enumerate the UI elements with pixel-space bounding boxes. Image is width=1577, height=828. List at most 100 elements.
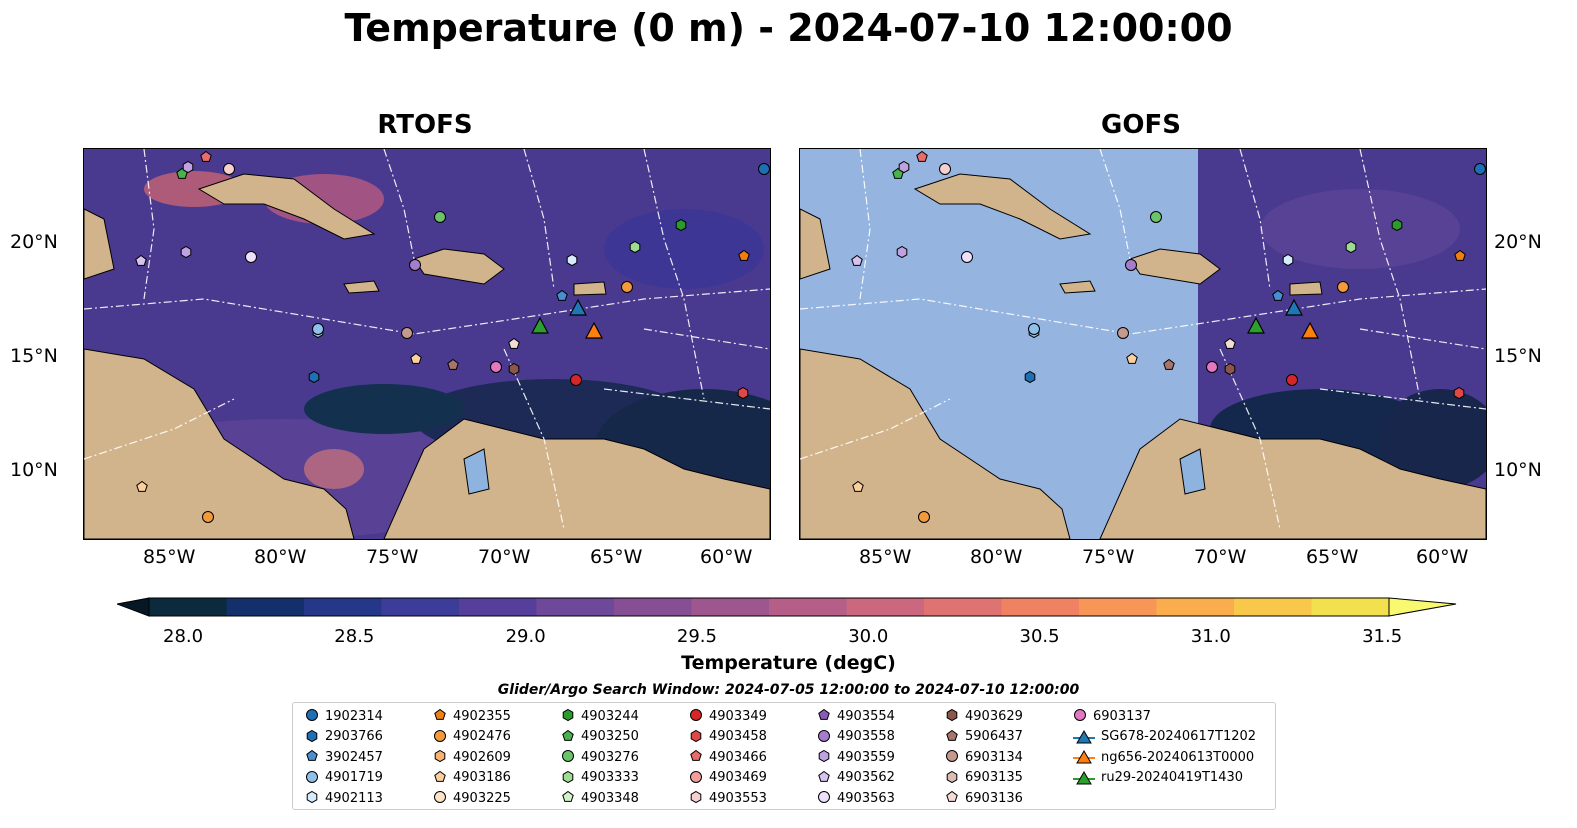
colorbar-tick-label: 30.0 xyxy=(848,626,889,647)
float-marker xyxy=(245,251,257,263)
axis-tick-label: 80°W xyxy=(254,546,307,568)
float-marker xyxy=(1117,327,1129,339)
legend: 1902314 2903766 3902457 4901719 4902113 49023… xyxy=(292,702,1276,810)
axis-tick-label: 65°W xyxy=(590,546,643,568)
float-marker xyxy=(1286,374,1298,386)
axis-tick-label: 10°N xyxy=(1494,459,1542,481)
legend-item: 4902609 xyxy=(433,747,511,767)
float-marker xyxy=(1391,218,1403,232)
pentagon-marker-icon xyxy=(946,729,958,741)
legend-label: 4903563 xyxy=(837,790,895,806)
axis-tick-label: 15°N xyxy=(10,345,58,367)
legend-label: 6903135 xyxy=(965,770,1023,785)
legend-label: 4903469 xyxy=(709,770,767,785)
float-marker xyxy=(410,352,422,364)
legend-item: 6903135 xyxy=(945,768,1023,788)
triangle-marker-icon xyxy=(1073,729,1095,743)
legend-item: ng656-20240613T0000 xyxy=(1073,747,1254,767)
float-marker xyxy=(566,253,578,267)
float-marker xyxy=(490,361,502,373)
pentagon-marker-icon xyxy=(946,790,958,802)
circle-marker-icon xyxy=(690,709,702,721)
panel-title-gofs: GOFS xyxy=(1101,110,1181,140)
legend-item: 4903563 xyxy=(817,788,895,808)
legend-item: 3902457 xyxy=(305,747,383,767)
legend-item: 5906437 xyxy=(945,727,1023,747)
axis-tick-label: 85°W xyxy=(859,546,912,568)
circle-marker-icon xyxy=(434,791,446,803)
float-marker xyxy=(1453,386,1465,400)
circle-marker-icon xyxy=(306,770,318,783)
legend-label: SG678-20240617T1202 xyxy=(1101,729,1257,744)
legend-label: 4903466 xyxy=(709,749,767,765)
axis-tick-label: 65°W xyxy=(1306,546,1359,568)
float-marker xyxy=(1126,352,1138,364)
pentagon-marker-icon xyxy=(690,749,702,761)
glider-marker xyxy=(1301,321,1319,339)
hexagon-marker-icon xyxy=(306,790,318,804)
legend-label: 6903137 xyxy=(1093,708,1151,724)
float-marker xyxy=(200,150,212,162)
legend-item: 4901719 xyxy=(305,768,383,788)
hexagon-marker-icon xyxy=(818,749,830,763)
float-marker xyxy=(738,249,750,261)
colorbar-tick-label: 29.5 xyxy=(676,626,717,647)
legend-label: 4903554 xyxy=(837,708,895,724)
hexagon-marker-icon xyxy=(690,729,702,742)
axis-tick-label: 20°N xyxy=(10,231,58,253)
circle-marker-icon xyxy=(434,729,446,742)
axis-tick-label: 80°W xyxy=(970,546,1023,568)
triangle-marker-icon xyxy=(1073,750,1095,764)
hexagon-marker-icon xyxy=(562,708,574,722)
legend-item: 4903558 xyxy=(817,727,895,747)
axis-tick-label: 70°W xyxy=(478,546,531,568)
float-marker xyxy=(202,511,214,523)
colorbar-tick-label: 31.0 xyxy=(1190,626,1231,647)
glider-marker xyxy=(569,298,587,316)
search-window-text: Glider/Argo Search Window: 2024-07-05 12… xyxy=(497,682,1080,698)
rtofs-map-canvas xyxy=(84,149,770,539)
circle-marker-icon xyxy=(818,729,830,742)
float-marker xyxy=(629,240,641,254)
glider-marker xyxy=(585,321,603,339)
float-marker xyxy=(434,211,446,223)
colorbar-tick-label: 30.5 xyxy=(1019,626,1060,647)
float-marker xyxy=(401,327,413,339)
legend-label: 4902476 xyxy=(453,729,511,744)
legend-item: 4903562 xyxy=(817,768,895,788)
glider-marker xyxy=(1247,316,1265,334)
legend-item: 4903348 xyxy=(561,788,639,808)
legend-label: 1902314 xyxy=(325,708,383,724)
pentagon-marker-icon xyxy=(306,749,318,761)
float-marker xyxy=(916,150,928,162)
legend-item: 4903554 xyxy=(817,706,895,726)
circle-marker-icon xyxy=(306,709,318,721)
colorbar xyxy=(117,597,1457,617)
legend-label: ng656-20240613T0000 xyxy=(1101,749,1255,765)
float-marker xyxy=(135,254,147,266)
float-marker xyxy=(508,337,520,349)
float-marker xyxy=(1337,281,1349,293)
legend-label: 4903562 xyxy=(837,770,895,785)
legend-label: 6903136 xyxy=(965,790,1023,806)
axis-tick-label: 20°N xyxy=(1494,231,1542,253)
legend-label: 3902457 xyxy=(325,749,383,765)
float-marker xyxy=(1282,253,1294,267)
legend-item: 4903458 xyxy=(689,727,767,747)
legend-label: 4903348 xyxy=(581,790,639,806)
legend-label: 4901719 xyxy=(325,770,383,785)
float-marker xyxy=(1125,259,1137,271)
legend-item: 4903629 xyxy=(945,706,1023,726)
axis-tick-label: 85°W xyxy=(143,546,196,568)
axis-tick-label: 10°N xyxy=(10,459,58,481)
axis-tick-label: 15°N xyxy=(1494,345,1542,367)
float-marker xyxy=(758,163,770,175)
legend-label: 5906437 xyxy=(965,729,1023,744)
colorbar-tick-label: 29.0 xyxy=(505,626,546,647)
float-marker xyxy=(1028,323,1040,335)
legend-item: 1902314 xyxy=(305,706,383,726)
float-marker xyxy=(180,245,192,259)
float-marker xyxy=(621,281,633,293)
float-marker xyxy=(447,358,459,370)
figure-title: Temperature (0 m) - 2024-07-10 12:00:00 xyxy=(344,6,1233,50)
